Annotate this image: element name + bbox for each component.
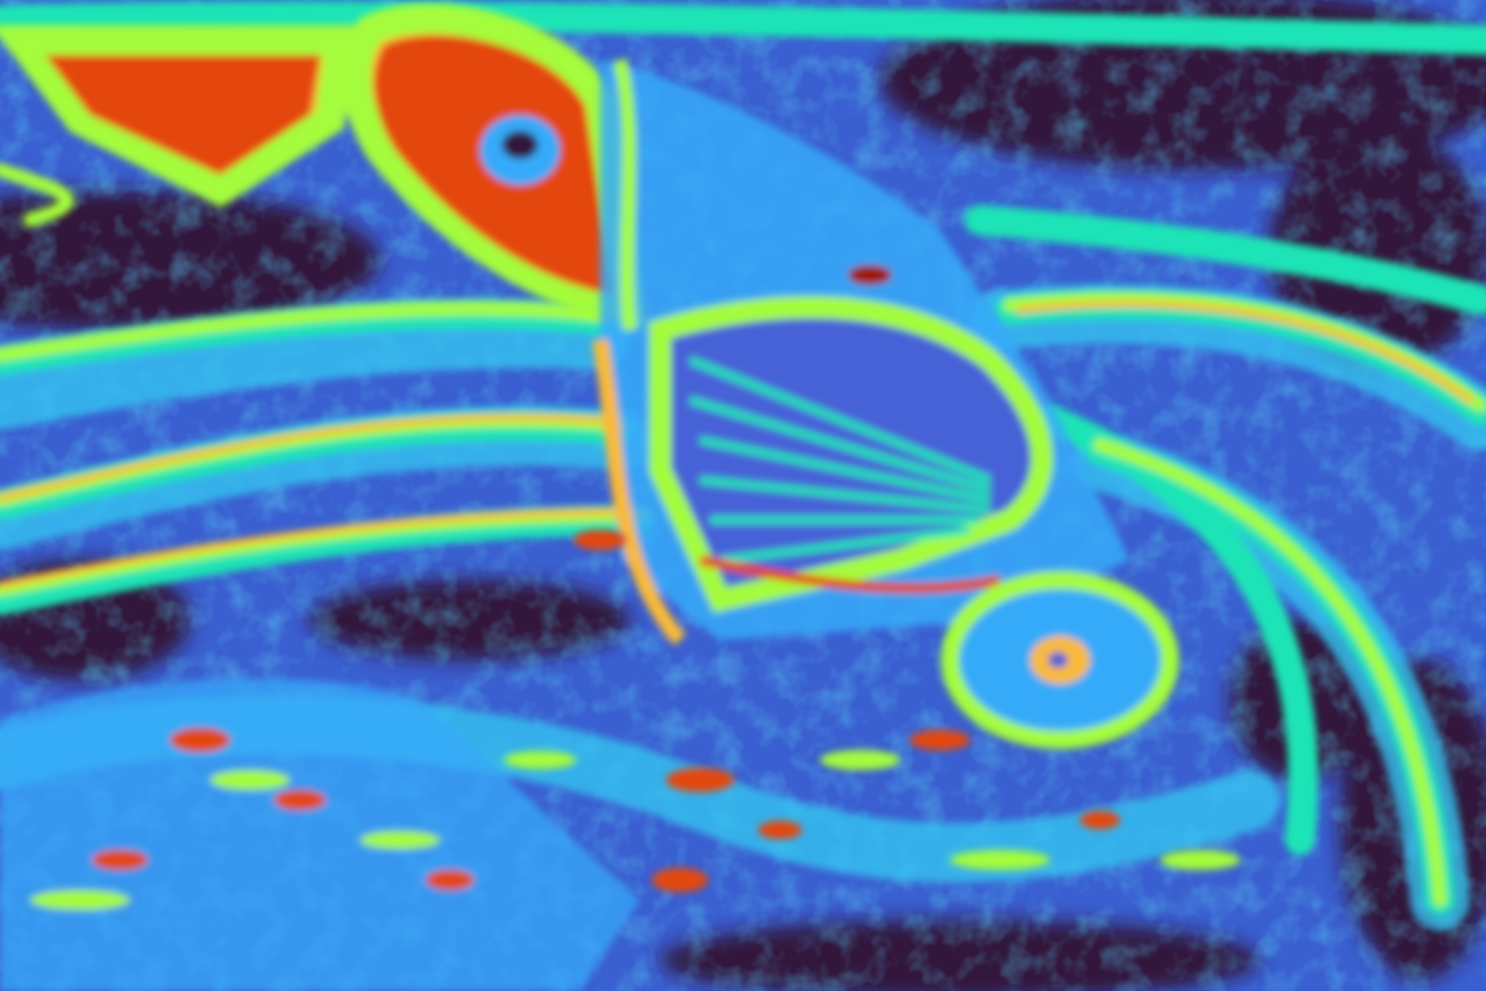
butterfly [592,58,1179,749]
lower-foliage [0,530,1240,991]
upper-left-blobs [0,3,648,328]
edge-bands [0,1,1486,930]
